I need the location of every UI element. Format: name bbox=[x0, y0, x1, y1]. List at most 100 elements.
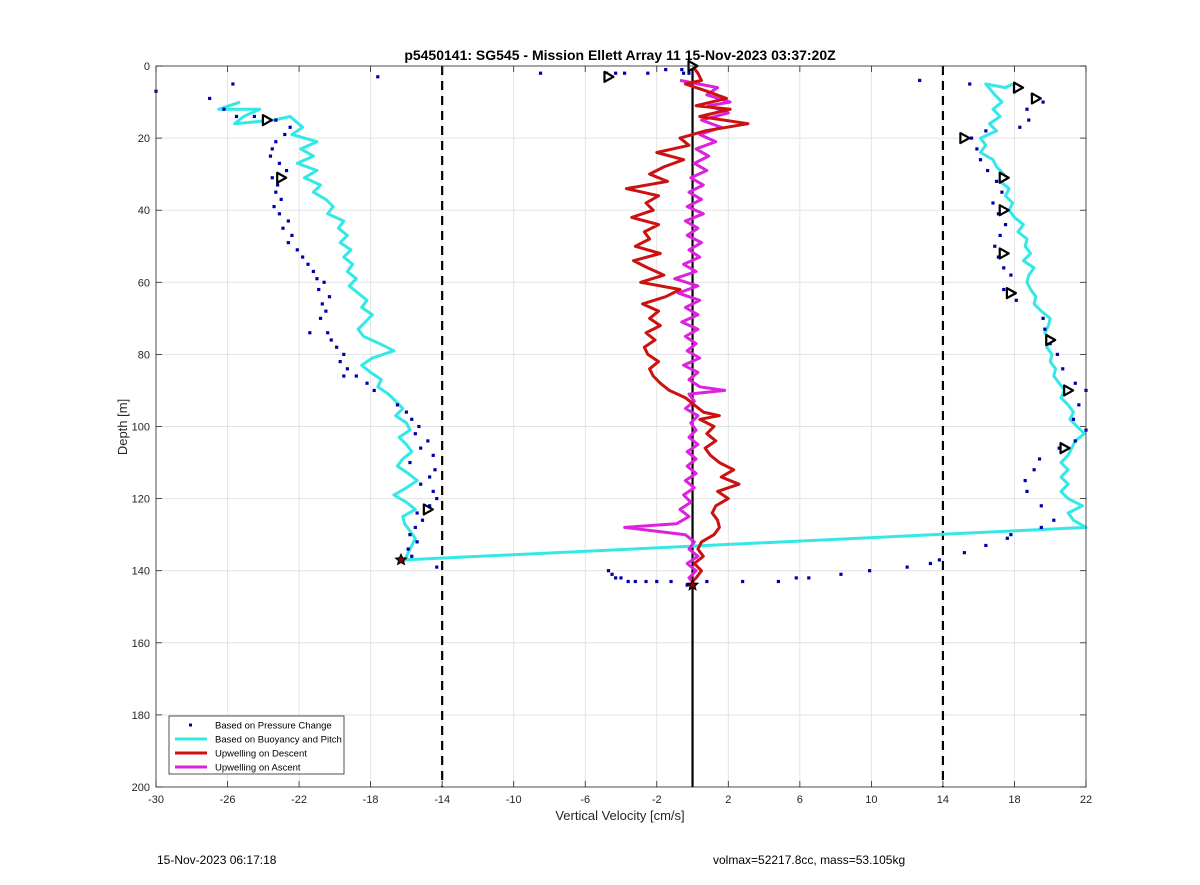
pressure-point bbox=[1018, 125, 1022, 129]
series-line-upwelling-on-ascent bbox=[623, 78, 732, 583]
pressure-point bbox=[415, 511, 419, 515]
footer-timestamp: 15-Nov-2023 06:17:18 bbox=[157, 853, 277, 867]
pressure-point bbox=[274, 118, 278, 122]
y-tick-label: 20 bbox=[138, 133, 150, 145]
triangle-marker bbox=[959, 132, 971, 145]
pressure-point bbox=[996, 255, 1000, 259]
pressure-point bbox=[345, 367, 349, 371]
chart-title: p5450141: SG545 - Mission Ellett Array 1… bbox=[404, 47, 836, 63]
pressure-point bbox=[435, 565, 439, 569]
pressure-point bbox=[431, 453, 435, 457]
x-tick-label: -18 bbox=[363, 794, 379, 806]
pressure-point bbox=[315, 277, 319, 281]
pressure-point bbox=[680, 68, 684, 72]
pressure-point bbox=[614, 71, 618, 75]
pressure-point bbox=[969, 136, 974, 140]
series-pressure-change bbox=[154, 68, 1088, 587]
pressure-point bbox=[614, 576, 618, 580]
y-tick-label: 140 bbox=[132, 566, 150, 578]
pressure-point bbox=[1023, 478, 1027, 483]
pressure-point bbox=[538, 71, 543, 75]
triangle-marker bbox=[603, 70, 615, 83]
pressure-point bbox=[1037, 457, 1042, 461]
legend-label: Based on Pressure Change bbox=[215, 721, 332, 732]
legend-label: Upwelling on Ascent bbox=[215, 763, 301, 774]
triangle-marker bbox=[1012, 81, 1025, 94]
star-marker bbox=[685, 578, 700, 591]
pressure-point bbox=[404, 410, 408, 414]
pressure-point bbox=[1003, 223, 1008, 227]
pressure-point bbox=[284, 168, 289, 173]
pressure-point bbox=[1052, 518, 1056, 522]
pressure-point bbox=[335, 345, 339, 349]
pressure-point bbox=[807, 576, 811, 580]
pressure-point bbox=[410, 417, 414, 421]
pressure-point bbox=[410, 554, 414, 558]
pressure-point bbox=[1077, 403, 1081, 407]
pressure-point bbox=[288, 125, 292, 129]
pressure-point bbox=[318, 316, 323, 320]
x-tick-label: -6 bbox=[580, 794, 590, 806]
pressure-point bbox=[962, 551, 966, 555]
pressure-point bbox=[687, 71, 691, 75]
y-tick-label: 0 bbox=[144, 61, 150, 73]
y-tick-label: 180 bbox=[132, 710, 150, 722]
pressure-point bbox=[1055, 352, 1059, 356]
pressure-point bbox=[413, 432, 417, 436]
y-axis-ticks: 0 20 40 60 80 100 120 140 160 180 200 bbox=[132, 61, 1086, 794]
pressure-point bbox=[610, 572, 614, 576]
pressure-point bbox=[993, 244, 997, 248]
pressure-point bbox=[431, 489, 435, 493]
x-tick-label: -30 bbox=[148, 794, 164, 806]
pressure-point bbox=[231, 82, 235, 86]
pressure-point bbox=[419, 482, 423, 486]
pressure-point bbox=[286, 219, 290, 223]
pressure-point bbox=[208, 96, 212, 101]
pressure-point bbox=[1005, 536, 1009, 540]
pressure-point bbox=[1039, 504, 1043, 508]
pressure-point bbox=[290, 233, 294, 238]
pressure-point bbox=[372, 388, 376, 393]
pressure-point bbox=[655, 579, 659, 584]
legend-swatch-points bbox=[189, 723, 192, 727]
pressure-point bbox=[419, 446, 423, 450]
pressure-point bbox=[274, 140, 278, 144]
pressure-point bbox=[1073, 439, 1077, 443]
pressure-point bbox=[937, 558, 941, 562]
pressure-point bbox=[365, 381, 369, 385]
pressure-point bbox=[918, 78, 922, 83]
triangle-marker bbox=[998, 171, 1010, 184]
y-tick-label: 80 bbox=[138, 349, 150, 361]
plot-area bbox=[154, 59, 1088, 787]
pressure-point bbox=[342, 374, 346, 378]
y-axis-label: Depth [m] bbox=[115, 399, 130, 455]
triangle-marker bbox=[998, 247, 1010, 260]
pressure-point bbox=[1057, 446, 1061, 450]
pressure-point bbox=[376, 75, 380, 79]
triangle-marker bbox=[1059, 442, 1071, 455]
x-tick-label: -2 bbox=[652, 794, 662, 806]
x-axis-ticks: -30 -26 -22 -18 -14 -10 -6 -2 2 6 10 14 18 22 bbox=[148, 66, 1092, 806]
triangle-marker bbox=[998, 204, 1010, 217]
x-tick-label: 2 bbox=[725, 794, 731, 806]
pressure-point bbox=[415, 540, 419, 544]
pressure-point bbox=[252, 114, 256, 119]
pressure-point bbox=[408, 460, 412, 465]
pressure-point bbox=[268, 154, 273, 158]
pressure-point bbox=[326, 331, 330, 335]
pressure-point bbox=[664, 68, 668, 72]
pressure-point bbox=[270, 147, 274, 151]
pressure-point bbox=[277, 161, 282, 165]
pressure-point bbox=[622, 71, 627, 75]
pressure-point bbox=[306, 262, 310, 266]
triangle-right-markers bbox=[261, 59, 1075, 516]
pressure-point bbox=[1009, 273, 1013, 277]
triangle-marker bbox=[1045, 333, 1057, 347]
pressure-point bbox=[426, 439, 430, 443]
x-tick-label: -10 bbox=[506, 794, 522, 806]
pressure-point bbox=[991, 201, 995, 205]
triangle-marker bbox=[1063, 384, 1075, 397]
x-tick-label: 10 bbox=[865, 794, 877, 806]
y-tick-label: 100 bbox=[132, 422, 150, 434]
